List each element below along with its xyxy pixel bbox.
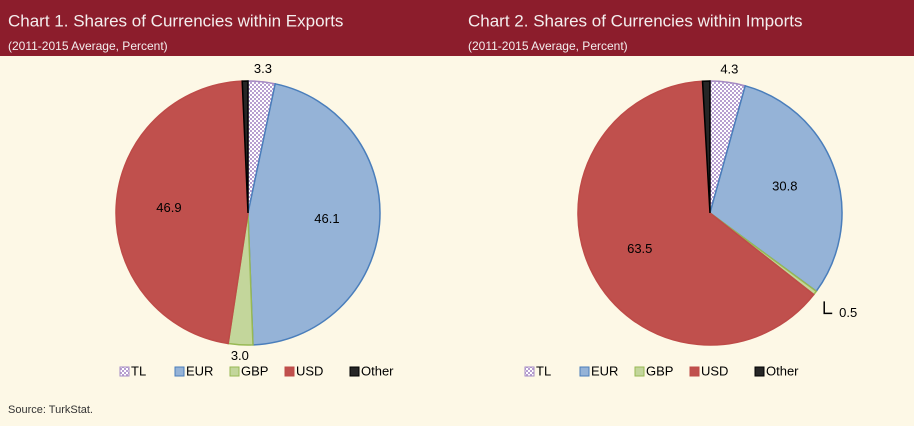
- legend-swatch: [634, 366, 645, 377]
- legend-label: TL: [131, 363, 146, 378]
- pie-slice: [241, 80, 249, 214]
- pie-slice: [701, 80, 711, 214]
- data-label: 30.8: [772, 179, 797, 194]
- legend-label: GBP: [646, 363, 673, 378]
- header-band: [0, 0, 914, 56]
- legend-swatch: [754, 366, 765, 377]
- legend-swatch: [229, 366, 240, 377]
- chart-subtitle: (2011-2015 Average, Percent): [468, 39, 628, 53]
- pie-slice: [115, 80, 249, 345]
- data-label: 46.1: [314, 211, 339, 226]
- pie-slice: [247, 82, 381, 346]
- source: Source: TurkStat.: [8, 404, 93, 416]
- chart-title: Chart 1. Shares of Currencies within Exp…: [8, 11, 343, 30]
- legend-label: USD: [296, 363, 323, 378]
- legend-swatch: [689, 366, 700, 377]
- legend-label: EUR: [186, 363, 213, 378]
- data-label: 0.5: [839, 305, 857, 320]
- legend-swatch: [579, 366, 590, 377]
- leader-line: [823, 301, 833, 315]
- legend-swatch: [119, 366, 130, 377]
- legend-swatch: [174, 366, 185, 377]
- legend-swatch: [349, 366, 360, 377]
- legend-label: Other: [766, 363, 799, 378]
- pie-slice: [709, 84, 843, 293]
- legend-label: TL: [536, 363, 551, 378]
- legend-label: EUR: [591, 363, 618, 378]
- legend-label: GBP: [241, 363, 268, 378]
- data-label: 4.3: [720, 62, 738, 77]
- chart-title: Chart 2. Shares of Currencies within Imp…: [468, 11, 802, 30]
- data-label: 3.0: [231, 348, 249, 363]
- pie-slice: [577, 80, 815, 346]
- legend-label: Other: [361, 363, 394, 378]
- data-label: 3.3: [254, 61, 272, 76]
- data-label: 63.5: [627, 241, 652, 256]
- legend-swatch: [284, 366, 295, 377]
- legend-swatch: [524, 366, 535, 377]
- chart-subtitle: (2011-2015 Average, Percent): [8, 39, 168, 53]
- data-label: 46.9: [156, 200, 181, 215]
- legend-label: USD: [701, 363, 728, 378]
